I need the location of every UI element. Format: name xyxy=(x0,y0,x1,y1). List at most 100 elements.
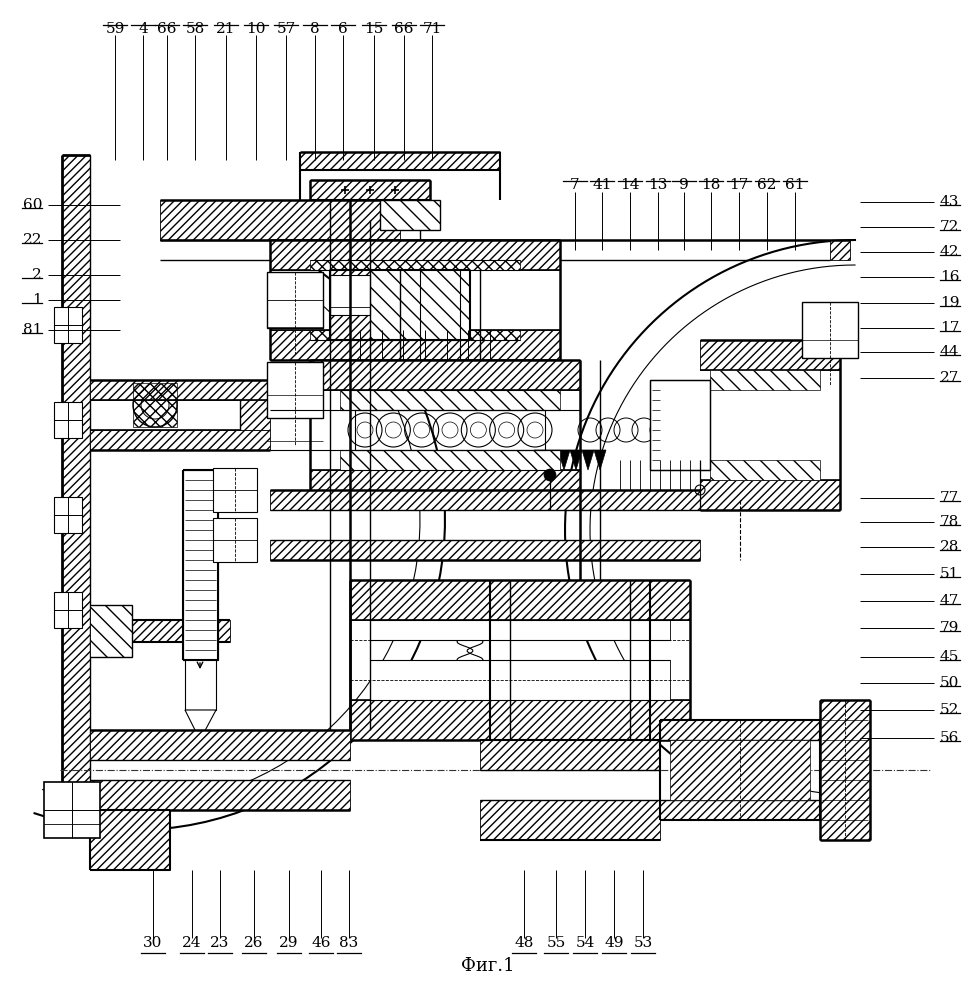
Text: 18: 18 xyxy=(702,178,720,192)
Text: 16: 16 xyxy=(940,270,959,284)
Polygon shape xyxy=(310,330,520,340)
Text: 1: 1 xyxy=(32,293,42,307)
Text: 56: 56 xyxy=(940,731,959,745)
Text: 60: 60 xyxy=(22,198,42,212)
Text: 79: 79 xyxy=(940,621,959,635)
Polygon shape xyxy=(534,450,546,470)
Text: 9: 9 xyxy=(679,178,689,192)
Polygon shape xyxy=(90,380,270,400)
Polygon shape xyxy=(310,260,520,270)
Polygon shape xyxy=(183,470,218,660)
Bar xyxy=(44,782,100,838)
Text: 21: 21 xyxy=(217,22,236,36)
Polygon shape xyxy=(710,460,820,480)
Bar xyxy=(267,272,323,328)
Text: 17: 17 xyxy=(940,321,959,335)
Text: 10: 10 xyxy=(246,22,265,36)
Text: 27: 27 xyxy=(940,371,959,385)
Polygon shape xyxy=(570,450,582,470)
Bar xyxy=(213,518,257,562)
Text: 19: 19 xyxy=(940,296,959,310)
Text: 6: 6 xyxy=(338,22,347,36)
Polygon shape xyxy=(340,450,560,470)
Text: 81: 81 xyxy=(22,323,42,337)
Text: 83: 83 xyxy=(340,936,358,950)
Text: 15: 15 xyxy=(364,22,384,36)
Text: 47: 47 xyxy=(940,594,959,608)
Text: 48: 48 xyxy=(514,936,534,950)
Bar xyxy=(54,402,82,438)
Polygon shape xyxy=(380,200,440,230)
Text: 50: 50 xyxy=(940,676,959,690)
Text: 45: 45 xyxy=(940,650,959,664)
Text: 42: 42 xyxy=(940,245,959,259)
Polygon shape xyxy=(582,450,594,470)
Polygon shape xyxy=(160,240,850,260)
Polygon shape xyxy=(185,660,216,710)
Bar xyxy=(90,620,230,642)
Text: 62: 62 xyxy=(757,178,777,192)
Polygon shape xyxy=(700,340,840,370)
Polygon shape xyxy=(270,240,560,270)
Bar xyxy=(54,307,82,343)
Text: 30: 30 xyxy=(143,936,163,950)
Text: 55: 55 xyxy=(547,936,566,950)
Polygon shape xyxy=(185,710,216,740)
Text: 54: 54 xyxy=(575,936,594,950)
Text: 66: 66 xyxy=(157,22,177,36)
Polygon shape xyxy=(90,730,350,760)
Text: 14: 14 xyxy=(621,178,639,192)
Polygon shape xyxy=(310,360,580,390)
Text: 66: 66 xyxy=(394,22,414,36)
Text: 57: 57 xyxy=(276,22,296,36)
Text: 28: 28 xyxy=(940,540,959,554)
Polygon shape xyxy=(710,370,820,390)
Bar xyxy=(54,497,82,533)
Text: 78: 78 xyxy=(940,515,959,529)
Polygon shape xyxy=(310,470,580,500)
Polygon shape xyxy=(270,330,560,360)
Text: 23: 23 xyxy=(210,936,229,950)
Text: 2: 2 xyxy=(32,268,42,282)
Bar xyxy=(90,605,132,657)
Polygon shape xyxy=(546,450,558,470)
Text: 43: 43 xyxy=(940,195,959,209)
Polygon shape xyxy=(330,270,430,340)
Text: 59: 59 xyxy=(105,22,125,36)
Text: 58: 58 xyxy=(185,22,205,36)
Polygon shape xyxy=(820,700,870,840)
Text: 71: 71 xyxy=(423,22,442,36)
Polygon shape xyxy=(90,810,170,870)
Text: 61: 61 xyxy=(786,178,805,192)
Text: 22: 22 xyxy=(22,233,42,247)
Bar xyxy=(62,155,90,805)
Bar xyxy=(213,468,257,512)
Text: 17: 17 xyxy=(729,178,749,192)
Text: 7: 7 xyxy=(570,178,580,192)
Polygon shape xyxy=(240,400,270,430)
Text: Фиг.1: Фиг.1 xyxy=(462,957,514,975)
Text: 26: 26 xyxy=(244,936,264,950)
Polygon shape xyxy=(160,200,420,240)
Polygon shape xyxy=(594,450,606,470)
Polygon shape xyxy=(480,800,660,840)
Text: 41: 41 xyxy=(592,178,612,192)
Text: 51: 51 xyxy=(940,567,959,581)
Circle shape xyxy=(544,469,556,481)
Text: 53: 53 xyxy=(633,936,653,950)
Polygon shape xyxy=(350,580,690,620)
Text: 4: 4 xyxy=(139,22,148,36)
Polygon shape xyxy=(90,780,350,810)
Text: 49: 49 xyxy=(604,936,624,950)
Text: 52: 52 xyxy=(940,703,959,717)
Polygon shape xyxy=(670,740,810,800)
Text: 44: 44 xyxy=(940,345,959,359)
Bar xyxy=(802,302,858,358)
Text: 24: 24 xyxy=(183,936,202,950)
Bar xyxy=(54,592,82,628)
Polygon shape xyxy=(660,800,820,820)
Polygon shape xyxy=(270,490,700,510)
Polygon shape xyxy=(370,620,670,640)
Polygon shape xyxy=(340,390,560,410)
Bar xyxy=(330,275,370,315)
